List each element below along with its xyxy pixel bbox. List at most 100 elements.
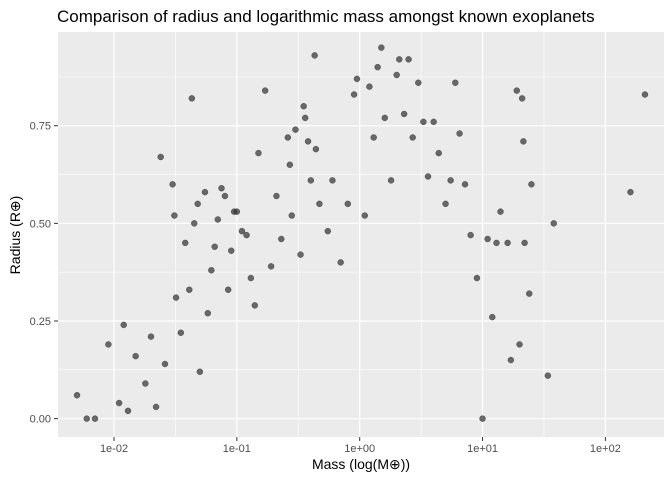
data-point: [329, 177, 336, 184]
data-point: [409, 134, 416, 141]
data-point: [233, 208, 241, 215]
data-point: [405, 56, 412, 63]
y-tick-label: 0.50: [30, 218, 51, 230]
data-point: [447, 177, 454, 184]
y-tick-label: 0.25: [30, 316, 51, 328]
data-point: [161, 360, 169, 368]
data-point: [208, 266, 215, 274]
data-point: [218, 184, 225, 192]
data-point: [366, 83, 373, 90]
y-axis: 0.00 0.25 0.50 0.75: [30, 121, 58, 426]
data-point: [361, 212, 369, 219]
data-point: [83, 415, 91, 422]
data-point: [370, 134, 377, 141]
x-tick-label: 1e+01: [467, 443, 498, 455]
data-point: [142, 380, 149, 387]
data-point: [172, 294, 180, 301]
data-point: [273, 192, 280, 200]
data-point: [91, 415, 99, 422]
data-point: [393, 71, 400, 79]
data-point: [221, 192, 229, 200]
data-point: [214, 216, 222, 223]
data-point: [461, 181, 469, 188]
data-point: [374, 63, 381, 71]
data-point: [479, 415, 486, 422]
data-point: [311, 52, 318, 59]
data-point: [400, 110, 408, 118]
data-point: [292, 126, 299, 133]
data-point: [473, 274, 481, 282]
data-point: [504, 239, 511, 247]
x-tick-label: 1e-02: [100, 443, 128, 455]
data-point: [484, 235, 491, 243]
data-point: [456, 130, 463, 137]
data-point: [435, 149, 442, 157]
data-point: [238, 227, 246, 235]
data-point: [188, 95, 196, 102]
y-tick-label: 0.00: [30, 414, 51, 426]
data-point: [467, 231, 474, 239]
data-point: [544, 372, 552, 379]
grid-major: [58, 32, 664, 437]
x-tick-label: 1e-01: [223, 443, 251, 455]
data-point: [307, 177, 315, 184]
data-point: [211, 243, 218, 251]
data-point: [255, 149, 262, 157]
data-point: [430, 118, 437, 126]
data-point: [489, 313, 496, 321]
data-point: [181, 239, 189, 247]
data-point: [171, 212, 178, 219]
data-point: [350, 91, 358, 98]
data-point: [278, 235, 285, 243]
data-points: [73, 44, 649, 422]
data-point: [415, 79, 422, 87]
x-axis: 1e-02 1e-01 1e+00 1e+01 1e+02: [100, 437, 621, 455]
data-point: [120, 321, 127, 329]
data-point: [204, 309, 212, 317]
data-point: [452, 79, 459, 87]
data-point: [152, 403, 160, 411]
data-point: [227, 247, 235, 254]
data-point: [316, 200, 323, 208]
y-tick-label: 0.75: [30, 121, 51, 133]
data-point: [247, 274, 255, 282]
x-tick-label: 1e+02: [590, 443, 621, 455]
data-point: [312, 145, 320, 153]
data-point: [516, 341, 523, 348]
data-point: [157, 153, 164, 161]
data-point: [344, 200, 352, 208]
data-point: [147, 333, 155, 340]
data-point: [201, 188, 209, 196]
data-point: [301, 114, 309, 122]
data-point: [105, 341, 112, 348]
data-point: [191, 220, 198, 227]
data-point: [251, 302, 259, 309]
data-point: [224, 286, 232, 294]
x-axis-title: Mass (log(M⊕)): [312, 456, 410, 472]
data-point: [497, 208, 504, 215]
grid-minor: [58, 32, 664, 437]
data-point: [177, 329, 185, 336]
x-tick-label: 1e+00: [344, 443, 375, 455]
data-point: [526, 290, 533, 297]
data-point: [513, 87, 521, 94]
data-point: [420, 118, 427, 126]
data-point: [627, 188, 634, 196]
data-point: [550, 220, 558, 227]
data-point: [196, 368, 204, 376]
data-point: [337, 259, 344, 266]
data-point: [194, 200, 201, 208]
data-point: [381, 114, 389, 122]
data-point: [353, 75, 361, 83]
data-point: [304, 138, 312, 145]
plot-panel: [58, 32, 664, 437]
data-point: [507, 356, 515, 364]
data-point: [115, 399, 123, 407]
data-point: [73, 391, 81, 399]
data-point: [387, 177, 395, 184]
data-point: [288, 212, 296, 219]
data-point: [267, 263, 275, 270]
data-point: [132, 352, 139, 360]
data-point: [378, 44, 385, 51]
data-point: [286, 161, 294, 169]
